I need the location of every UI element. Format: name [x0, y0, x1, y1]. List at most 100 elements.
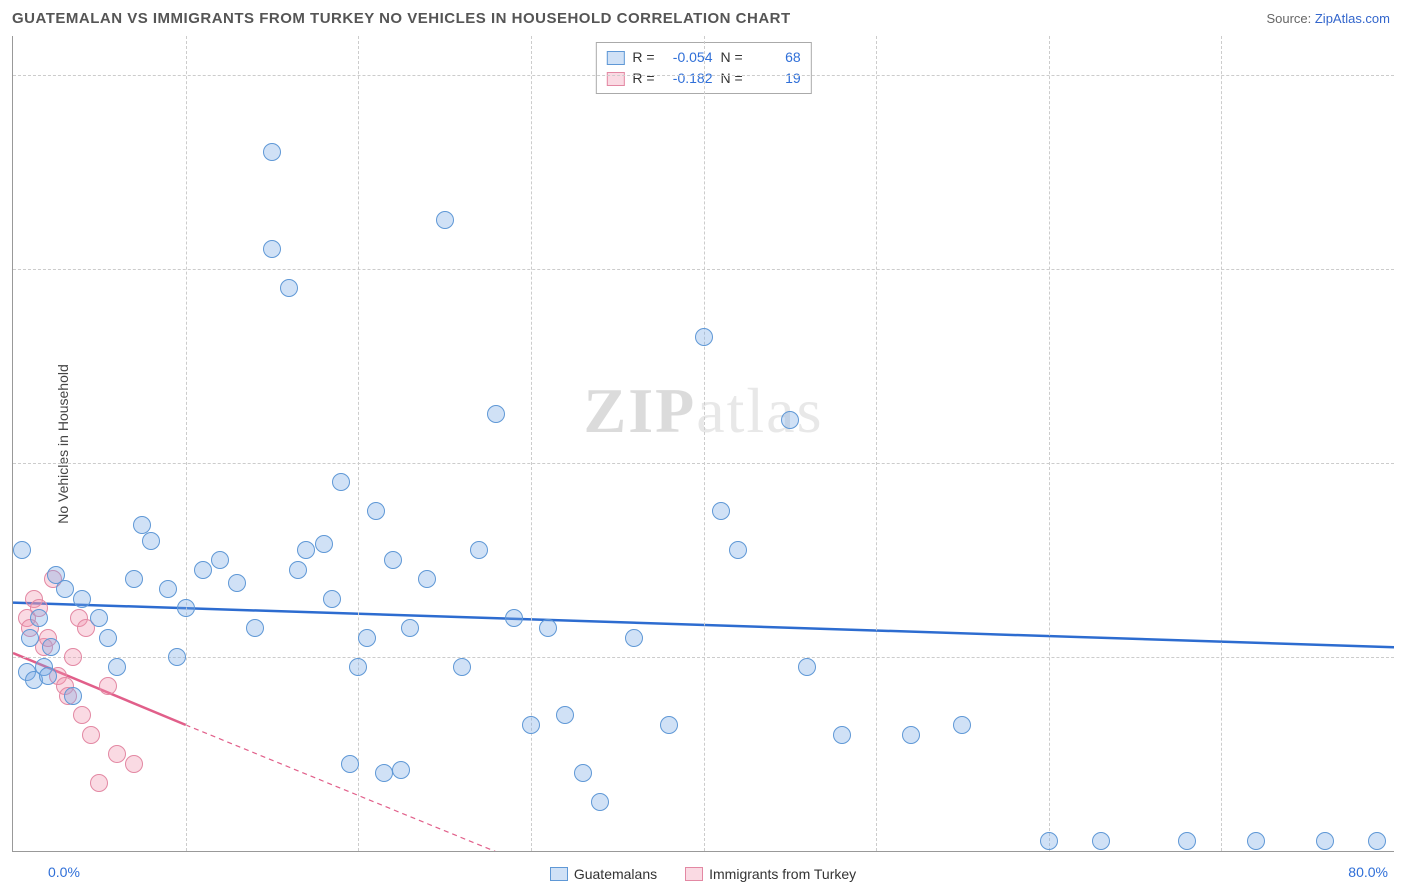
legend-n-label: N = [721, 68, 743, 89]
point-series-b [125, 755, 143, 773]
point-series-a [712, 502, 730, 520]
vgridline [1049, 36, 1050, 851]
point-series-a [64, 687, 82, 705]
point-series-a [341, 755, 359, 773]
point-series-a [505, 609, 523, 627]
point-series-a [280, 279, 298, 297]
point-series-b [108, 745, 126, 763]
point-series-a [418, 570, 436, 588]
legend-r-value: -0.182 [663, 68, 713, 89]
point-series-a [246, 619, 264, 637]
point-series-a [349, 658, 367, 676]
point-series-a [21, 629, 39, 647]
point-series-a [436, 211, 454, 229]
point-series-a [833, 726, 851, 744]
point-series-a [574, 764, 592, 782]
legend-n-value: 68 [751, 47, 801, 68]
vgridline [876, 36, 877, 851]
legend-r-label: R = [632, 68, 654, 89]
legend-swatch [606, 51, 624, 65]
legend-r-label: R = [632, 47, 654, 68]
point-series-a [1247, 832, 1265, 850]
chart-area: No Vehicles in Household ZIPatlas R =-0.… [12, 36, 1394, 852]
vgridline [704, 36, 705, 851]
legend-swatch [550, 867, 568, 881]
point-series-a [39, 667, 57, 685]
point-series-a [168, 648, 186, 666]
point-series-b [73, 706, 91, 724]
point-series-a [798, 658, 816, 676]
point-series-a [142, 532, 160, 550]
chart-title: GUATEMALAN VS IMMIGRANTS FROM TURKEY NO … [12, 10, 791, 27]
point-series-a [1040, 832, 1058, 850]
watermark-atlas: atlas [696, 375, 823, 446]
point-series-a [487, 405, 505, 423]
point-series-a [522, 716, 540, 734]
vgridline [186, 36, 187, 851]
point-series-a [73, 590, 91, 608]
point-series-a [660, 716, 678, 734]
legend-swatch [685, 867, 703, 881]
point-series-a [125, 570, 143, 588]
point-series-a [42, 638, 60, 656]
point-series-b [64, 648, 82, 666]
legend-n-value: 19 [751, 68, 801, 89]
legend-swatch [606, 72, 624, 86]
point-series-a [392, 761, 410, 779]
y-tick-label: 20.0% [1398, 455, 1406, 471]
point-series-a [315, 535, 333, 553]
point-series-a [358, 629, 376, 647]
point-series-a [99, 629, 117, 647]
trend-line-b-ext [186, 725, 566, 851]
point-series-a [384, 551, 402, 569]
point-series-a [30, 609, 48, 627]
x-axis-min-label: 0.0% [48, 864, 80, 880]
y-tick-label: 40.0% [1398, 67, 1406, 83]
bottom-legend-label: Immigrants from Turkey [709, 866, 856, 882]
bottom-legend-label: Guatemalans [574, 866, 657, 882]
source-attribution: Source: ZipAtlas.com [1266, 11, 1390, 26]
point-series-a [177, 599, 195, 617]
point-series-a [228, 574, 246, 592]
point-series-a [211, 551, 229, 569]
point-series-a [108, 658, 126, 676]
point-series-a [953, 716, 971, 734]
point-series-a [194, 561, 212, 579]
point-series-a [1316, 832, 1334, 850]
point-series-a [13, 541, 31, 559]
point-series-a [56, 580, 74, 598]
point-series-a [367, 502, 385, 520]
point-series-a [159, 580, 177, 598]
bottom-legend-item: Guatemalans [550, 866, 657, 882]
point-series-a [263, 240, 281, 258]
point-series-a [297, 541, 315, 559]
source-link[interactable]: ZipAtlas.com [1315, 11, 1390, 26]
point-series-b [90, 774, 108, 792]
y-tick-label: 10.0% [1398, 649, 1406, 665]
point-series-a [591, 793, 609, 811]
legend-r-value: -0.054 [663, 47, 713, 68]
point-series-a [90, 609, 108, 627]
bottom-legend-item: Immigrants from Turkey [685, 866, 856, 882]
x-axis-max-label: 80.0% [1348, 864, 1388, 880]
point-series-a [781, 411, 799, 429]
point-series-a [625, 629, 643, 647]
point-series-a [1368, 832, 1386, 850]
y-tick-label: 30.0% [1398, 261, 1406, 277]
point-series-a [323, 590, 341, 608]
point-series-a [556, 706, 574, 724]
watermark-zip: ZIP [584, 375, 697, 446]
point-series-a [470, 541, 488, 559]
point-series-a [263, 143, 281, 161]
point-series-b [82, 726, 100, 744]
plot-surface: ZIPatlas R =-0.054N =68R =-0.182N =19 10… [13, 36, 1394, 851]
point-series-b [99, 677, 117, 695]
point-series-a [375, 764, 393, 782]
point-series-a [695, 328, 713, 346]
vgridline [358, 36, 359, 851]
source-prefix: Source: [1266, 11, 1314, 26]
vgridline [1221, 36, 1222, 851]
bottom-legend: Guatemalans Immigrants from Turkey [0, 866, 1406, 884]
point-series-a [1178, 832, 1196, 850]
point-series-a [902, 726, 920, 744]
